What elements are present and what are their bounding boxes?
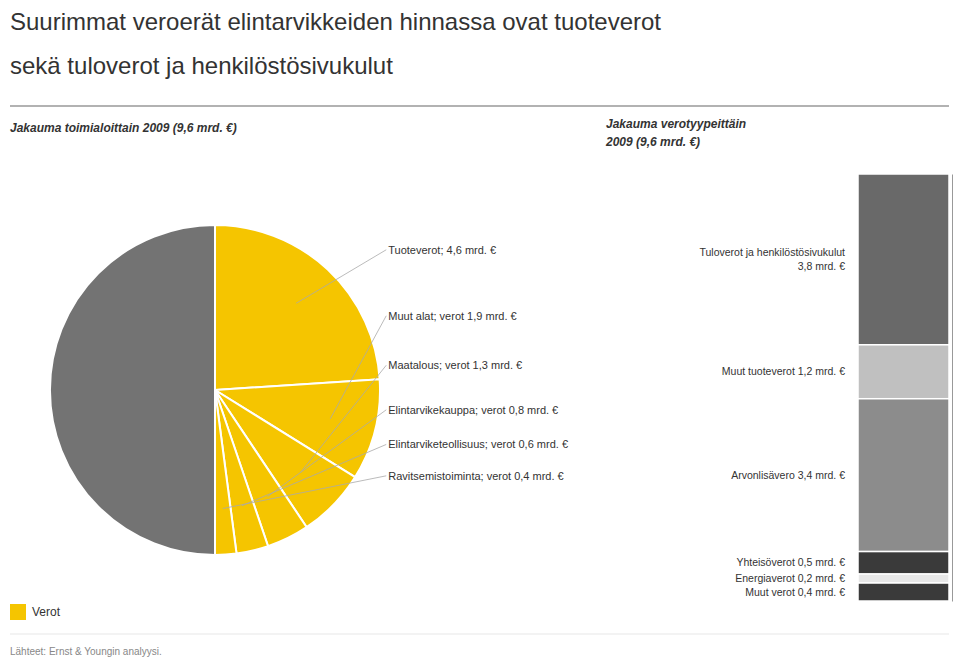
- leader-line: [330, 316, 386, 419]
- bar-segment: [858, 574, 949, 583]
- bar-segment: [858, 583, 949, 601]
- bar-segment: [858, 345, 949, 399]
- bar-segment: [858, 399, 949, 552]
- subtitle: Jakauma verotyypeittäin: [606, 117, 746, 131]
- footer-rule: [10, 634, 949, 635]
- slice-label: Tuoteverot; 4,6 mrd. €: [388, 244, 496, 256]
- pie-slice: [215, 225, 380, 390]
- title-block: Suurimmat veroerät elintarvikkeiden hinn…: [10, 8, 661, 79]
- bar-segment: [858, 552, 949, 574]
- bar-label-line: 3,8 mrd. €: [798, 260, 845, 272]
- pie: [50, 225, 380, 555]
- slice-label: Elintarviketeollisuus; verot 0,6 mrd. €: [388, 438, 568, 450]
- slice-label: Ravitsemistoiminta; verot 0,4 mrd. €: [388, 470, 563, 482]
- leader-line: [223, 476, 386, 509]
- bar-labels: Tuloverot ja henkilöstösivukulut 3,8 mrd.…: [699, 246, 845, 597]
- title: Suurimmat veroerät elintarvikkeiden hinn…: [10, 8, 661, 35]
- pie-labels: Tuoteverot; 4,6 mrd. € Muut alat; verot 1…: [223, 244, 568, 509]
- leader-line: [242, 444, 386, 505]
- axis-line: [952, 175, 953, 602]
- bar-label-line: Energiaverot 0,2 mrd. €: [735, 572, 845, 584]
- subtitle: Jakauma toimialoittain 2009 (9,6 mrd. €): [10, 121, 237, 135]
- pie-slice: [215, 390, 237, 555]
- slice-label: Elintarvikekauppa; verot 0,8 mrd. €: [388, 404, 558, 416]
- bar-label: Yhteisöverot 0,5 mrd. €: [736, 556, 845, 568]
- bar-label-line: Yhteisöverot 0,5 mrd. €: [736, 556, 845, 568]
- title: sekä tuloverot ja henkilöstösivukulut: [10, 52, 393, 79]
- slice-label: Maatalous; verot 1,3 mrd. €: [388, 359, 522, 371]
- subtitle: 2009 (9,6 mrd. €): [605, 135, 700, 149]
- title-rule: [10, 105, 949, 107]
- bar-label: Arvonlisävero 3,4 mrd. €: [731, 469, 845, 481]
- legend-label: Verot: [32, 605, 61, 619]
- bar-label: Energiaverot 0,2 mrd. €: [735, 572, 845, 584]
- bar-label: Muut tuoteverot 1,2 mrd. €: [722, 365, 845, 377]
- bar-label-line: Muut verot 0,4 mrd. €: [745, 586, 845, 598]
- bar-label: Tuloverot ja henkilöstösivukulut 3,8 mrd.…: [699, 246, 845, 272]
- pie-slice: [50, 225, 215, 555]
- leader-line: [268, 410, 387, 497]
- bar-label-line: Muut tuoteverot 1,2 mrd. €: [722, 365, 845, 377]
- leader-line: [296, 250, 386, 304]
- bar-label-line: Tuloverot ja henkilöstösivukulut: [699, 246, 845, 258]
- footer: Lähteet: Ernst & Youngin analyysi.: [10, 646, 162, 657]
- slice-label: Muut alat; verot 1,9 mrd. €: [388, 310, 516, 322]
- bar-plot: [858, 174, 949, 601]
- legend: Verot: [10, 604, 61, 620]
- y-axis: [952, 175, 953, 602]
- bar-label-line: Arvonlisävero 3,4 mrd. €: [731, 469, 845, 481]
- legend-swatch: [10, 604, 26, 620]
- chart: Suurimmat veroerät elintarvikkeiden hinn…: [0, 0, 959, 668]
- bar-segment: [858, 174, 949, 345]
- bar-label: Muut verot 0,4 mrd. €: [745, 586, 845, 598]
